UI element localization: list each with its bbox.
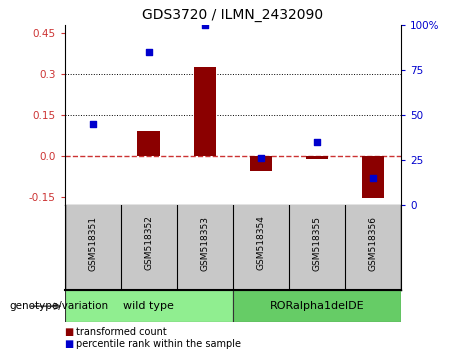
Text: wild type: wild type: [123, 301, 174, 311]
Text: GSM518353: GSM518353: [200, 216, 209, 270]
Bar: [250, 156, 272, 171]
Bar: [362, 156, 384, 199]
Text: percentile rank within the sample: percentile rank within the sample: [76, 339, 241, 349]
Bar: [65, 290, 233, 322]
Text: GSM518356: GSM518356: [368, 216, 378, 270]
Text: GSM518351: GSM518351: [88, 216, 97, 270]
Point: [89, 121, 96, 127]
Bar: [306, 156, 328, 159]
Point: [313, 139, 321, 145]
Bar: [233, 290, 401, 322]
Text: RORalpha1delDE: RORalpha1delDE: [270, 301, 364, 311]
Bar: [82, 155, 104, 156]
Point: [145, 49, 152, 55]
Text: ■: ■: [65, 327, 74, 337]
Text: GSM518352: GSM518352: [144, 216, 153, 270]
Text: GSM518355: GSM518355: [313, 216, 321, 270]
Bar: [194, 67, 216, 156]
Title: GDS3720 / ILMN_2432090: GDS3720 / ILMN_2432090: [142, 8, 323, 22]
Text: ■: ■: [65, 339, 74, 349]
Text: GSM518354: GSM518354: [256, 216, 266, 270]
Text: transformed count: transformed count: [76, 327, 167, 337]
Point: [257, 155, 265, 161]
Text: genotype/variation: genotype/variation: [9, 301, 108, 311]
Point: [201, 22, 208, 28]
Point: [369, 175, 377, 181]
Bar: [137, 131, 160, 156]
